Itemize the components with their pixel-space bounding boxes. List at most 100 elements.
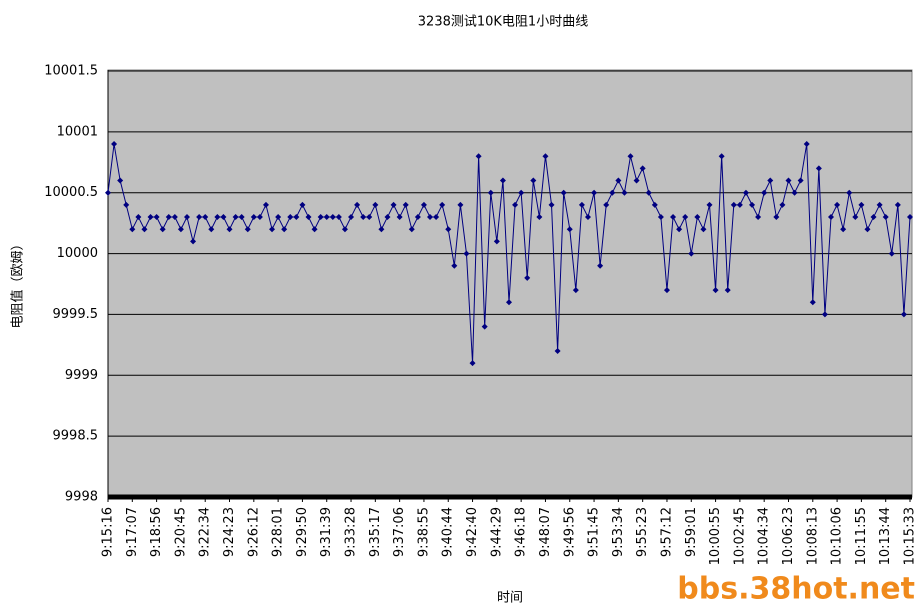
data-marker <box>657 214 664 221</box>
data-marker <box>749 201 756 208</box>
data-marker <box>566 226 573 233</box>
data-marker <box>645 189 652 196</box>
x-tick-label: 9:37:06 <box>392 507 407 557</box>
data-marker <box>627 153 634 160</box>
data-marker <box>372 201 379 208</box>
data-marker <box>105 189 111 196</box>
y-tick-label: 10001.5 <box>44 64 98 79</box>
x-tick-label: 10:10:06 <box>830 507 845 565</box>
data-marker <box>378 226 385 233</box>
x-tick-label: 10:06:23 <box>781 507 796 565</box>
data-marker <box>603 201 610 208</box>
data-marker <box>578 201 585 208</box>
y-tick-label: 10001 <box>57 124 98 139</box>
data-marker <box>755 214 762 221</box>
data-marker <box>159 226 166 233</box>
x-tick-label: 9:22:34 <box>198 507 213 557</box>
data-marker <box>305 214 312 221</box>
data-marker <box>341 226 348 233</box>
data-marker <box>183 214 190 221</box>
data-marker <box>584 214 591 221</box>
data-marker <box>591 189 598 196</box>
data-marker <box>670 214 677 221</box>
x-tick-label: 9:17:07 <box>125 507 140 557</box>
data-marker <box>262 201 269 208</box>
x-tick-label: 9:44:29 <box>489 507 504 557</box>
data-marker <box>803 141 810 148</box>
data-marker <box>226 226 233 233</box>
data-marker <box>615 177 622 184</box>
data-marker <box>269 226 276 233</box>
data-marker <box>572 287 579 294</box>
x-tick-label: 10:00:55 <box>708 507 723 565</box>
data-marker <box>348 214 355 221</box>
data-marker <box>882 214 889 221</box>
data-marker <box>597 262 604 269</box>
data-marker <box>621 189 628 196</box>
data-marker <box>390 201 397 208</box>
x-tick-label: 9:38:55 <box>416 507 431 557</box>
data-marker <box>894 201 901 208</box>
data-marker <box>560 189 567 196</box>
y-axis-title: 电阻值（欧姆） <box>10 237 26 328</box>
data-marker <box>506 299 512 306</box>
data-marker <box>548 201 555 208</box>
data-marker <box>451 262 458 269</box>
data-marker <box>147 214 154 221</box>
x-tick-label: 9:42:40 <box>465 507 480 557</box>
data-marker <box>809 299 816 306</box>
data-marker <box>852 214 859 221</box>
x-tick-label: 9:29:50 <box>295 507 310 557</box>
data-marker <box>888 250 895 257</box>
x-tick-label: 9:53:34 <box>611 507 626 557</box>
x-tick-label: 10:04:34 <box>757 507 772 565</box>
y-tick-label: 10000.5 <box>44 185 98 200</box>
data-marker <box>439 201 446 208</box>
data-marker <box>475 153 482 160</box>
x-tick-label: 9:57:12 <box>659 507 674 557</box>
x-axis-title: 时间 <box>497 591 523 606</box>
data-marker <box>111 141 118 148</box>
data-marker <box>554 347 561 354</box>
data-marker <box>767 177 774 184</box>
data-marker <box>171 214 178 221</box>
data-marker <box>609 189 616 196</box>
data-marker <box>791 189 798 196</box>
data-marker <box>384 214 391 221</box>
data-marker <box>797 177 804 184</box>
x-tick-label: 9:33:28 <box>344 507 359 557</box>
data-marker <box>220 214 227 221</box>
data-marker <box>828 214 835 221</box>
data-marker <box>724 287 731 294</box>
data-marker <box>238 214 245 221</box>
data-marker <box>742 189 749 196</box>
data-marker <box>408 226 415 233</box>
y-tick-label: 9999 <box>65 368 98 383</box>
x-tick-label: 9:15:16 <box>101 507 116 557</box>
data-marker <box>414 214 421 221</box>
data-marker <box>858 201 865 208</box>
data-marker <box>463 250 470 257</box>
data-marker <box>196 214 203 221</box>
data-marker <box>165 214 172 221</box>
data-marker <box>202 214 209 221</box>
data-marker <box>779 201 786 208</box>
x-tick-label: 10:13:44 <box>878 507 893 565</box>
data-marker <box>299 201 306 208</box>
chart-title: 3238测试10K电阻1小时曲线 <box>418 15 588 30</box>
data-marker <box>487 189 494 196</box>
data-marker <box>129 226 136 233</box>
data-marker <box>846 189 853 196</box>
data-marker <box>736 201 743 208</box>
data-marker <box>402 201 409 208</box>
y-tick-label: 10000 <box>57 246 98 261</box>
x-tick-label: 9:26:12 <box>246 507 261 557</box>
data-marker <box>706 201 713 208</box>
data-marker <box>542 153 549 160</box>
x-tick-label: 9:40:44 <box>441 507 456 557</box>
data-marker <box>870 214 877 221</box>
data-marker <box>718 153 725 160</box>
data-marker <box>676 226 683 233</box>
data-marker <box>232 214 239 221</box>
